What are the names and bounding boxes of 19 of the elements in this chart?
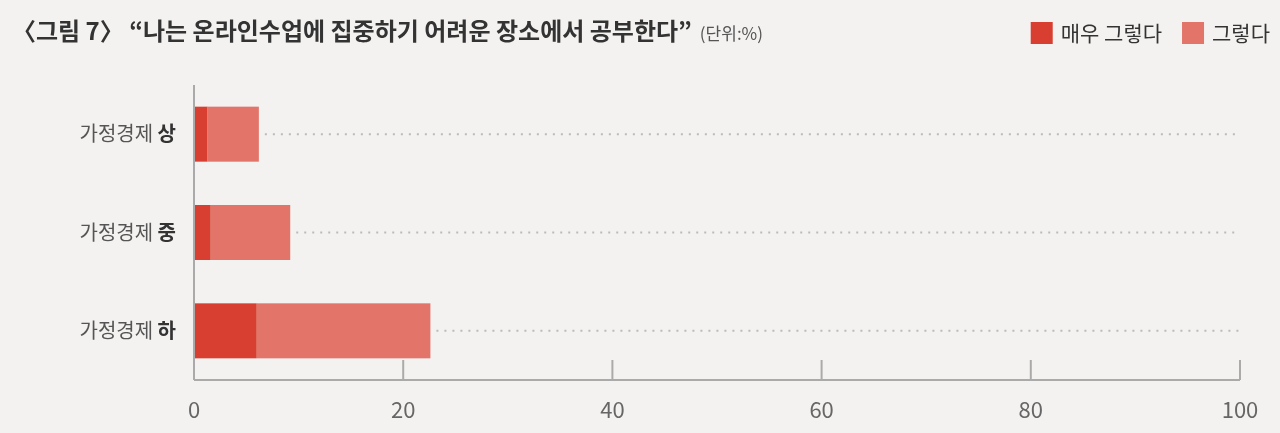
x-tick-label: 0: [187, 392, 201, 424]
y-tick-label: 가정경제 상: [79, 118, 176, 148]
y-tick-label: 가정경제 중: [79, 216, 176, 246]
x-tick-label: 80: [1018, 392, 1044, 424]
bar: [194, 205, 211, 260]
chart-title: 〈그림 7〉 “나는 온라인수업에 집중하기 어려운 장소에서 공부한다”: [12, 12, 692, 47]
bar: [207, 106, 259, 162]
bar: [194, 106, 208, 162]
x-tick-label: 40: [600, 392, 625, 424]
x-tick-label: 20: [390, 392, 416, 424]
legend-label: 매우 그렇다: [1060, 17, 1163, 47]
x-tick-label: 100: [1221, 392, 1259, 424]
legend-label: 그렇다: [1212, 17, 1270, 47]
chart-subtitle: (단위:%): [699, 20, 764, 45]
bar: [256, 303, 431, 359]
bar: [194, 303, 257, 359]
x-tick-label: 60: [809, 392, 834, 424]
bar: [210, 205, 291, 260]
y-tick-label: 가정경제 하: [79, 314, 176, 344]
